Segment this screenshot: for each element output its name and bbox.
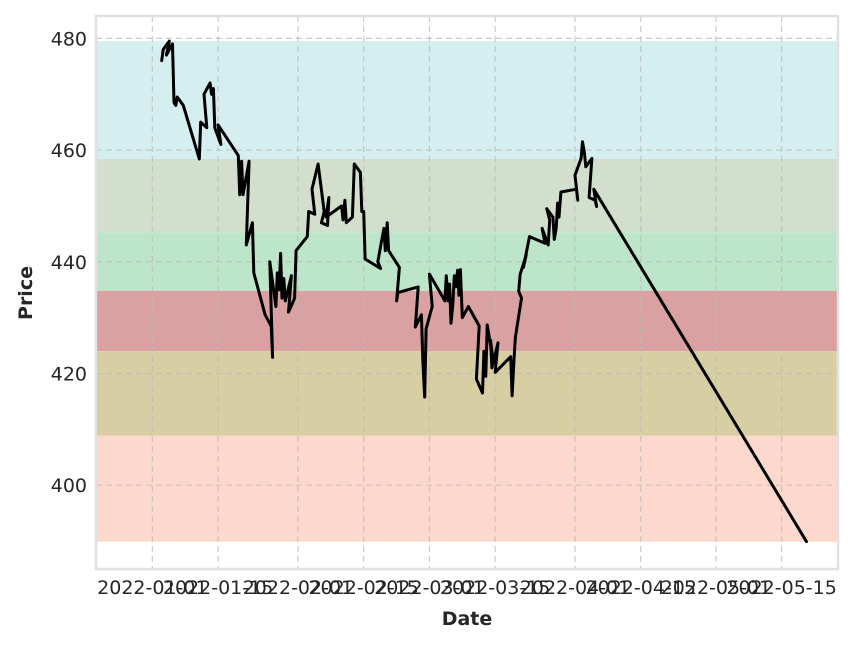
x-tick-labels: 2022-01-012022-01-152022-02-012022-02-15… bbox=[97, 577, 837, 599]
x-tick-label: 2022-04-15 bbox=[586, 577, 696, 599]
price-bands bbox=[96, 41, 838, 542]
price-band-5 bbox=[96, 351, 838, 436]
plot-frame bbox=[94, 14, 840, 571]
x-tick-label: 2022-01-01 bbox=[97, 577, 207, 599]
y-axis-label: Price bbox=[15, 266, 37, 320]
y-tick-labels: 400 420 440 460 480 bbox=[51, 28, 87, 497]
price-band-4 bbox=[96, 290, 838, 352]
series-layer bbox=[160, 39, 808, 544]
y-tick-label: 460 bbox=[51, 140, 87, 162]
x-tick-label: 2022-01-15 bbox=[163, 577, 273, 599]
x-tick-label: 2022-05-15 bbox=[726, 577, 836, 599]
x-tick-label: 2022-03-01 bbox=[374, 577, 484, 599]
price-band-6 bbox=[96, 435, 838, 542]
y-tick-label: 480 bbox=[51, 28, 87, 50]
price-band-2 bbox=[96, 158, 838, 233]
y-tick-label: 400 bbox=[51, 475, 87, 497]
price-series-line bbox=[160, 39, 808, 544]
x-axis-label: Date bbox=[442, 608, 493, 630]
y-tick-label: 420 bbox=[51, 363, 87, 385]
x-tick-label: 2022-02-01 bbox=[243, 577, 353, 599]
x-tick-label: 2022-03-15 bbox=[440, 577, 550, 599]
price-band-1 bbox=[96, 41, 838, 159]
x-tick-label: 2022-02-15 bbox=[308, 577, 418, 599]
x-tick-label: 2022-04-01 bbox=[520, 577, 630, 599]
x-tick-label: 2022-05-01 bbox=[661, 577, 771, 599]
grid-lines bbox=[96, 16, 838, 569]
y-tick-label: 440 bbox=[51, 252, 87, 274]
